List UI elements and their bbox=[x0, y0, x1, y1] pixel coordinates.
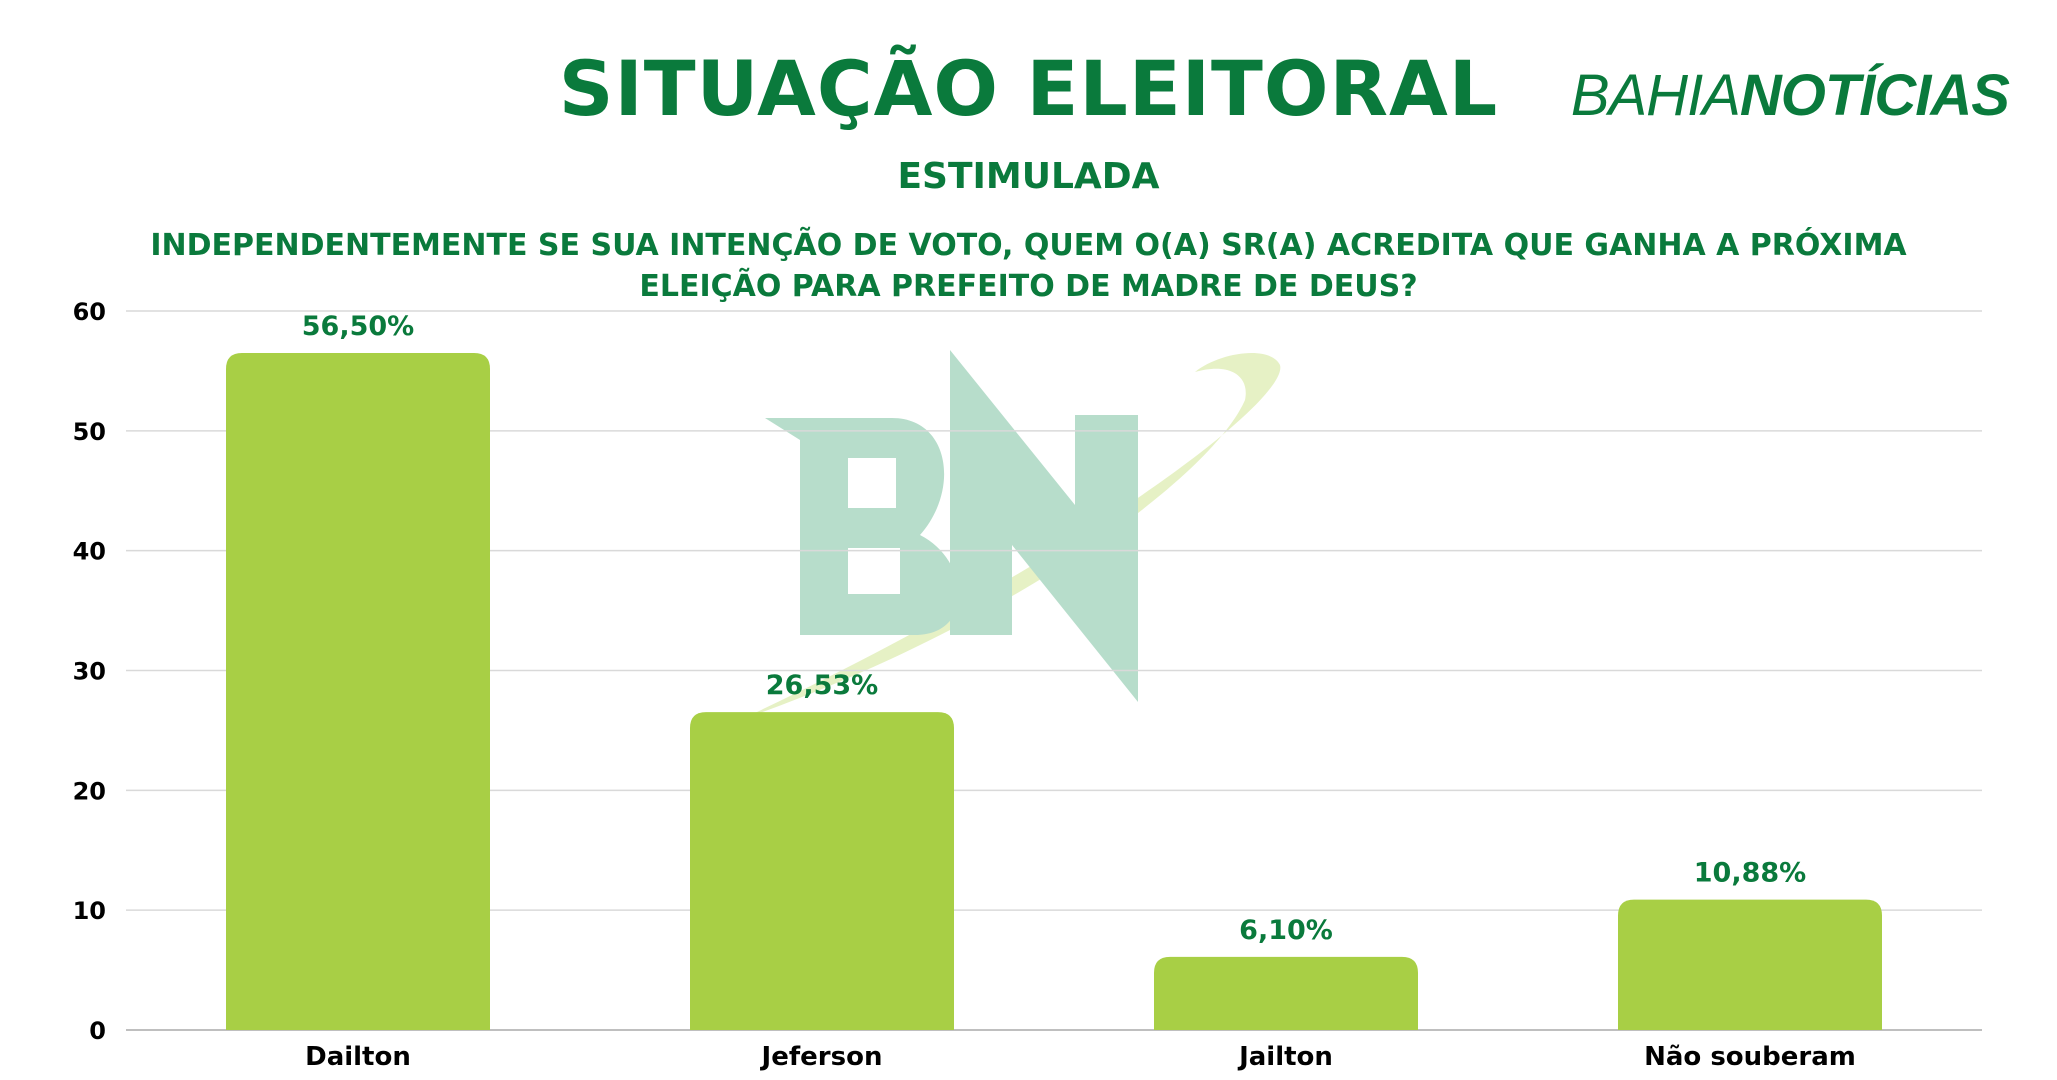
bar bbox=[226, 352, 490, 1031]
y-axis-ticks: 0 10 20 30 40 50 60 bbox=[73, 298, 106, 1045]
y-tick-label: 10 bbox=[73, 897, 106, 925]
bar-value-label: 6,10% bbox=[1239, 915, 1333, 946]
bn-watermark-logo bbox=[740, 350, 1281, 720]
logo-part-bahia: BAHIA bbox=[1570, 63, 1741, 128]
x-category-label: Jeferson bbox=[760, 1042, 883, 1072]
y-tick-label: 50 bbox=[73, 418, 106, 446]
x-category-label: Dailton bbox=[305, 1042, 411, 1072]
x-axis-categories: Dailton Jeferson Jailton Não souberam bbox=[305, 1042, 1856, 1072]
bar-value-label: 56,50% bbox=[302, 311, 414, 342]
x-category-label: Não souberam bbox=[1644, 1042, 1856, 1072]
y-tick-label: 30 bbox=[73, 658, 106, 686]
chart-subtitle: ESTIMULADA bbox=[897, 156, 1160, 197]
bar bbox=[1154, 956, 1418, 1030]
watermark-letter-n bbox=[950, 350, 1138, 702]
chart-title: SITUAÇÃO ELEITORAL bbox=[558, 44, 1499, 133]
x-category-label: Jailton bbox=[1237, 1042, 1333, 1072]
y-tick-label: 60 bbox=[73, 298, 106, 326]
bar bbox=[690, 712, 954, 1030]
y-tick-label: 0 bbox=[89, 1017, 106, 1045]
y-tick-label: 20 bbox=[73, 777, 106, 805]
logo-part-noticias: NOTÍCIAS bbox=[1739, 63, 2010, 128]
chart-bars bbox=[226, 352, 1882, 1031]
bahia-noticias-logo: BAHIANOTÍCIAS bbox=[1570, 62, 2010, 129]
data-labels: 56,50% 26,53% 6,10% 10,88% bbox=[302, 311, 1806, 946]
survey-question: INDEPENDENTEMENTE SE SUA INTENÇÃO DE VOT… bbox=[150, 228, 1907, 304]
watermark-b-hole-bottom bbox=[848, 548, 900, 594]
bar-value-label: 10,88% bbox=[1694, 858, 1806, 889]
watermark-letter-b bbox=[765, 418, 959, 635]
y-tick-label: 40 bbox=[73, 538, 106, 566]
bar bbox=[1618, 899, 1882, 1030]
bar-value-label: 26,53% bbox=[766, 670, 878, 701]
watermark-b-hole-top bbox=[848, 458, 896, 508]
